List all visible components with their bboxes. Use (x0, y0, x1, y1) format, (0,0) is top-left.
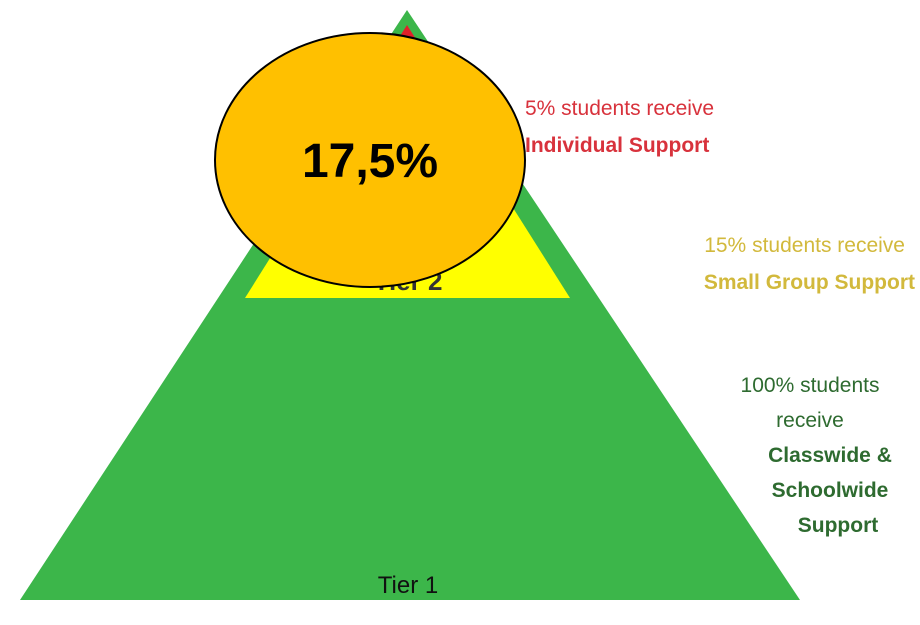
tier-1-shape (20, 10, 800, 600)
tier-label: Tier 1 (378, 572, 438, 599)
tier-description: Small Group Support (704, 271, 915, 294)
tier-description: Classwide & (768, 444, 892, 467)
badge-text: 17,5% (302, 135, 438, 188)
tier-description: Support (798, 514, 878, 537)
tier-description: receive (776, 409, 844, 432)
tier-description: 100% students (741, 374, 880, 397)
tier-description: 5% students receive (525, 97, 714, 120)
badge-ellipse (214, 32, 526, 288)
tier-description: Individual Support (525, 134, 709, 157)
tier-description: Schoolwide (772, 479, 889, 502)
tier-description: 15% students receive (704, 234, 905, 257)
